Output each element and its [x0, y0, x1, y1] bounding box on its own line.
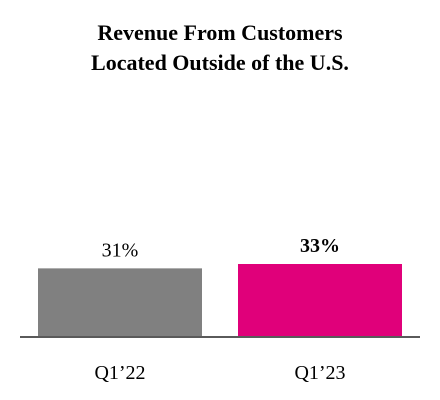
bar-1	[38, 268, 202, 336]
category-label-1: Q1’22	[94, 362, 145, 384]
category-label-2: Q1’23	[294, 362, 345, 384]
bar-2	[238, 264, 402, 336]
bars-layer	[38, 264, 402, 336]
labels-layer: 31% Q1’22 33% Q1’23	[94, 235, 345, 384]
chart-title: Revenue From Customers Located Outside o…	[20, 18, 420, 78]
chart-title-line-2: Located Outside of the U.S.	[91, 50, 349, 75]
value-label-2: 33%	[300, 235, 340, 257]
chart-title-line-1: Revenue From Customers	[97, 20, 343, 45]
value-label-1: 31%	[102, 239, 139, 261]
